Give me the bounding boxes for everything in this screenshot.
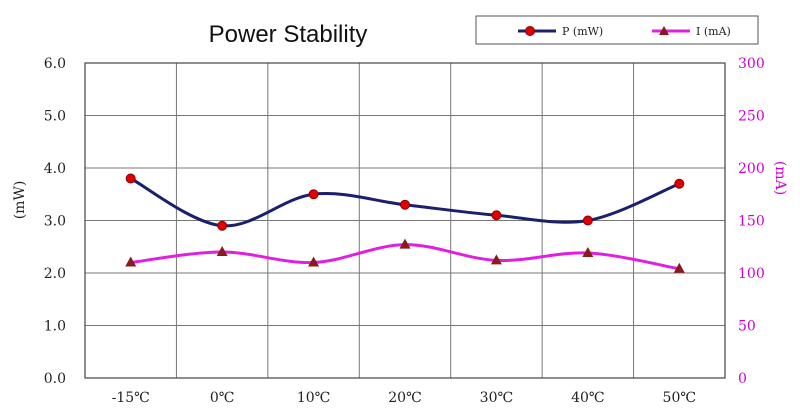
left-tick-label: 5.0 [44,109,66,125]
x-axis-ticks: -15℃ 0℃ 10℃ 20℃ 30℃ 40℃ 50℃ [112,390,696,406]
current-data-point [399,238,411,249]
current-data-point [216,246,228,256]
right-tick-label: 100 [738,266,765,282]
power-data-point [582,215,593,226]
right-tick-label: 300 [738,56,765,72]
right-tick-label: 0 [738,371,747,387]
right-axis-ticks: 0 50 100 150 200 250 300 [738,56,765,387]
power-data-point [125,173,136,184]
power-data-point [491,210,502,221]
power-data-point [308,189,319,200]
current-data-point [582,247,594,258]
legend-label-current: I (mA) [696,25,731,38]
x-tick-label: 30℃ [480,390,513,406]
right-axis-label: (mA) [772,161,788,195]
right-tick-label: 50 [738,319,756,335]
right-tick-label: 150 [738,214,765,230]
x-tick-label: 40℃ [571,390,604,406]
legend-label-power: P (mW) [562,25,603,38]
x-tick-label: 50℃ [663,390,696,406]
left-tick-label: 3.0 [44,214,66,230]
x-tick-label: 0℃ [210,390,235,406]
legend-marker-current [659,26,669,35]
current-data-point [308,256,320,267]
series-layer [125,173,685,273]
left-axis-ticks: 0.0 1.0 2.0 3.0 4.0 5.0 6.0 [44,56,66,387]
chart-title: Power Stability [209,21,368,48]
power-data-point [217,220,228,231]
right-tick-label: 200 [738,161,765,177]
left-axis-label: (mW) [12,181,28,220]
x-tick-label: -15℃ [112,390,150,406]
left-tick-label: 2.0 [44,266,66,282]
legend: P (mW) I (mA) [475,15,759,45]
left-tick-label: 6.0 [44,56,66,72]
left-tick-label: 1.0 [44,319,66,335]
left-tick-label: 4.0 [44,161,66,177]
right-tick-label: 250 [738,109,765,125]
plot-frame [84,62,726,379]
gridlines [85,63,725,378]
legend-marker-power [525,26,535,36]
current-data-point [673,262,685,273]
left-tick-label: 0.0 [44,371,66,387]
x-tick-label: 10℃ [297,390,330,406]
current-data-point [125,256,137,267]
power-data-point [400,199,410,210]
x-tick-label: 20℃ [388,390,421,406]
power-data-point [674,178,685,189]
current-data-point [490,254,502,265]
